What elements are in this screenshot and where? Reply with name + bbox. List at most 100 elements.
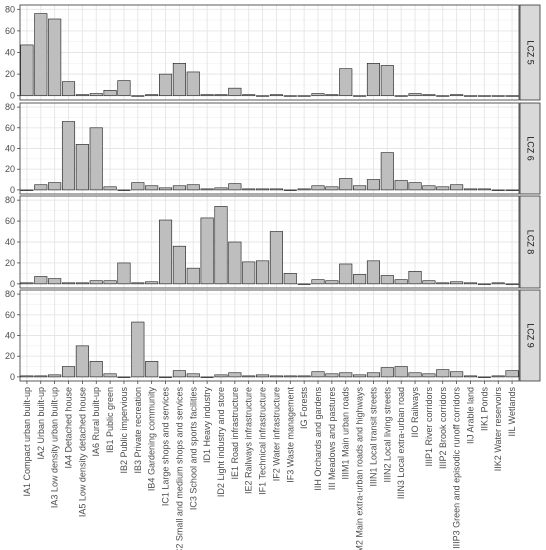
bar <box>117 376 131 378</box>
bar <box>186 71 200 97</box>
bar <box>283 189 297 191</box>
bar <box>61 121 76 191</box>
x-tick-label: IC2 Small and medium shops and services <box>174 387 184 550</box>
bar <box>325 94 339 97</box>
bar <box>200 188 214 191</box>
bar <box>269 94 283 97</box>
bar <box>159 73 173 97</box>
y-tick-label: 40 <box>5 48 15 58</box>
bar <box>325 186 339 191</box>
bar <box>172 245 186 285</box>
bar <box>491 95 505 97</box>
bar <box>89 127 103 191</box>
x-tick-label: IE1 Road infrastructure <box>230 387 240 480</box>
bar <box>228 372 242 378</box>
bar <box>380 65 394 97</box>
bar <box>339 68 353 97</box>
bar <box>75 345 89 378</box>
bar <box>186 184 200 191</box>
bar <box>463 95 478 97</box>
bar <box>256 95 270 97</box>
bar <box>214 94 228 97</box>
bar <box>20 189 34 191</box>
bar <box>297 95 311 97</box>
x-tick-label: IIH Orchards and gardens <box>313 387 323 491</box>
x-tick-label: IIIN3 Local extra-urban road <box>396 387 406 499</box>
panel-border <box>19 4 520 101</box>
x-tick-label: IIK1 Ponds <box>479 387 489 432</box>
bar <box>477 188 491 191</box>
bar <box>172 370 186 378</box>
x-tick-label: IF1 Technical infrastructure <box>258 387 268 495</box>
x-tick-label: IIIN1 Local transit streets <box>368 387 378 487</box>
bar <box>339 372 353 378</box>
bar <box>200 376 214 378</box>
x-tick-label: IB2 Public impervious <box>119 387 129 474</box>
bar <box>463 282 478 285</box>
x-tick-label: IIO Railways <box>410 387 420 438</box>
facet-strip <box>519 289 541 382</box>
panel-border <box>19 289 520 382</box>
y-tick-label: 0 <box>10 91 15 101</box>
bar <box>117 80 131 97</box>
bar <box>450 371 464 378</box>
x-tick-label: IC3 School and sports facilities <box>188 387 198 511</box>
bar <box>477 376 491 378</box>
x-tick-label: IIL Wetlands <box>507 387 517 437</box>
y-tick-label: 20 <box>5 258 15 268</box>
bar <box>408 182 422 191</box>
bar <box>34 276 48 285</box>
bar <box>436 282 450 285</box>
bar <box>256 188 270 191</box>
y-tick-label: 0 <box>10 185 15 195</box>
bar <box>477 283 491 285</box>
x-tick-label: IIIP3 Green and episodic runoff corridor… <box>452 387 462 549</box>
bar <box>61 366 76 378</box>
bar <box>269 188 283 191</box>
y-tick-label: 60 <box>5 310 15 320</box>
y-tick-label: 80 <box>5 289 15 299</box>
bar <box>75 282 89 285</box>
bar <box>297 188 311 191</box>
bar <box>131 95 145 97</box>
bar <box>103 186 117 191</box>
bar <box>145 185 159 191</box>
x-tick-label: IIIP2 Brook corridors <box>438 387 448 470</box>
bar <box>311 93 325 97</box>
bar <box>283 95 297 97</box>
bar <box>34 184 48 191</box>
bar <box>366 260 380 285</box>
bar <box>505 95 519 97</box>
bar <box>339 263 353 285</box>
bar <box>311 185 325 191</box>
bar <box>394 95 408 97</box>
bar <box>366 372 380 378</box>
bar <box>505 189 519 191</box>
bar <box>422 373 436 378</box>
bar <box>297 283 311 285</box>
facet-strip-label: LCZ 9 <box>526 323 536 348</box>
x-tick-label: IE2 Railways infrastructure <box>244 387 254 494</box>
bar <box>20 44 34 97</box>
bar <box>394 180 408 191</box>
bar <box>353 374 367 378</box>
bar <box>200 217 214 285</box>
x-tick-label: IA1 Compact urban built-up <box>22 387 32 497</box>
bar <box>242 375 256 378</box>
x-tick-label: IA6 Rural built-up <box>91 387 101 457</box>
bar <box>269 375 283 378</box>
bar <box>200 94 214 97</box>
y-tick-label: 0 <box>10 279 15 289</box>
bar <box>450 184 464 191</box>
bar <box>408 372 422 378</box>
bar <box>48 182 62 191</box>
bar <box>172 63 186 97</box>
bar <box>131 321 145 378</box>
facet-strip-label: LCZ 8 <box>526 230 536 255</box>
y-tick-label: 60 <box>5 26 15 36</box>
bar <box>394 366 408 378</box>
bar <box>366 179 380 191</box>
x-tick-label: ID2 Light industry and store <box>216 387 226 497</box>
bar <box>311 371 325 378</box>
bar <box>20 282 34 285</box>
